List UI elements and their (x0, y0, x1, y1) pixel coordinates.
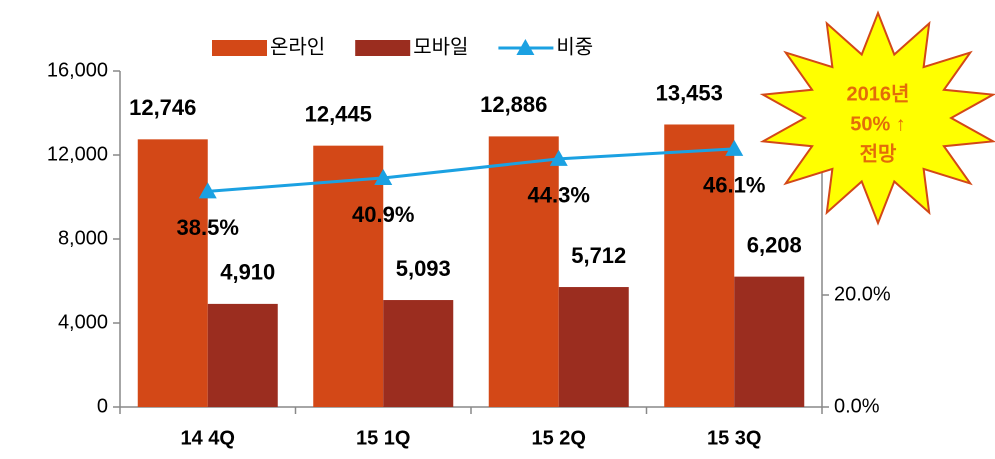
x-tick-label: 15 3Q (707, 427, 761, 449)
y2-tick-label: 20.0% (834, 283, 891, 305)
bar (137, 139, 208, 408)
value-label: 6,208 (747, 232, 802, 257)
bar (313, 145, 384, 407)
value-label: 46.1% (703, 173, 765, 198)
value-label: 12,746 (129, 95, 196, 120)
value-label: 38.5% (177, 215, 239, 240)
value-label: 4,910 (220, 260, 275, 285)
marker (725, 139, 744, 156)
value-label: 44.3% (528, 183, 590, 208)
bar (664, 124, 735, 407)
starburst (759, 10, 995, 226)
x-tick-label: 15 1Q (356, 427, 410, 449)
legend-swatch (355, 40, 411, 56)
value-label: 40.9% (352, 202, 414, 227)
marker (198, 182, 217, 199)
y-tick-label: 16,000 (47, 59, 108, 81)
value-label: 5,093 (396, 256, 451, 281)
bar (207, 303, 278, 407)
bar (558, 287, 629, 407)
marker (549, 149, 568, 166)
x-tick-label: 15 2Q (532, 427, 586, 449)
y-tick-label: 12,000 (47, 143, 108, 165)
x-tick-label: 14 4Q (181, 427, 235, 449)
legend-label: 온라인 (270, 35, 325, 58)
legend-marker (516, 39, 535, 55)
annotation: 2016년 (847, 82, 910, 105)
y2-tick-label: 0.0% (834, 395, 880, 417)
legend-label: 비중 (556, 35, 593, 58)
y-tick-label: 4,000 (58, 311, 108, 333)
bar (488, 136, 559, 408)
y-tick-label: 0 (97, 395, 108, 417)
value-label: 12,445 (305, 101, 372, 126)
annotation: 50% ↑ (850, 113, 906, 135)
value-label: 13,453 (656, 80, 723, 105)
value-label: 12,886 (480, 92, 547, 117)
value-label: 5,712 (571, 243, 626, 268)
bar (734, 276, 805, 407)
y-tick-label: 8,000 (58, 227, 108, 249)
marker (374, 168, 393, 185)
legend-label: 모바일 (413, 35, 468, 58)
bar (383, 300, 454, 407)
legend-swatch (212, 40, 267, 56)
annotation: 전망 (860, 142, 897, 165)
line (207, 147, 735, 193)
